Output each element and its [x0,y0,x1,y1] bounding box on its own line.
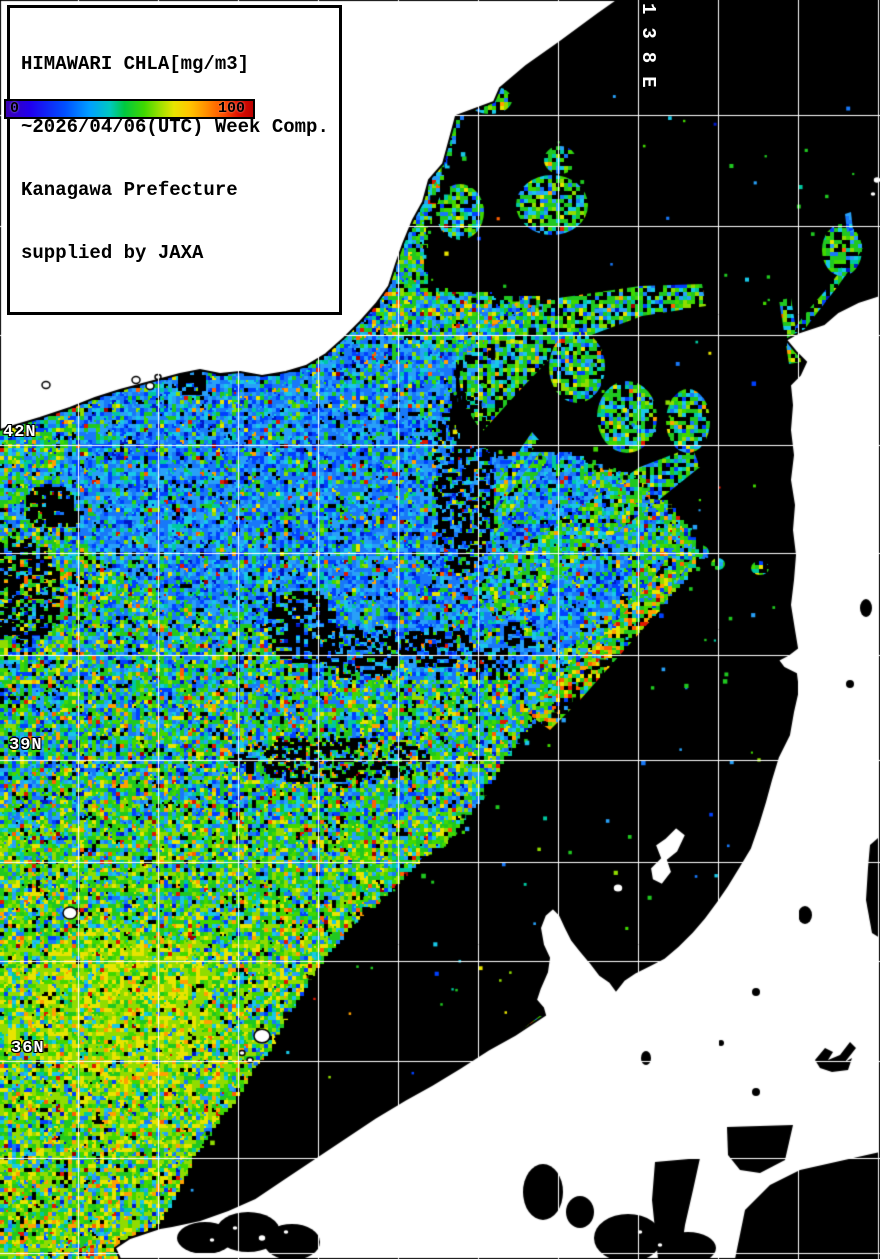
colorbar-min-label: 0 [10,100,20,117]
title-box: HIMAWARI CHLA[mg/m3] ~2026/04/06(UTC) We… [7,5,342,315]
title-line-region: Kanagawa Prefecture [21,179,238,201]
colorbar [4,99,255,119]
colorbar-gradient [6,101,253,117]
latitude-label-42n: 42N [3,423,37,442]
title-line-product: HIMAWARI CHLA[mg/m3] [21,53,250,75]
latitude-label-36n: 36N [11,1039,45,1058]
longitude-label-138e: 138E [637,3,659,101]
title-line-date: ~2026/04/06(UTC) Week Comp. [21,116,329,138]
title-line-supplier: supplied by JAXA [21,242,204,264]
latitude-label-39n: 39N [9,736,43,755]
colorbar-max-label: 100 [218,100,246,117]
